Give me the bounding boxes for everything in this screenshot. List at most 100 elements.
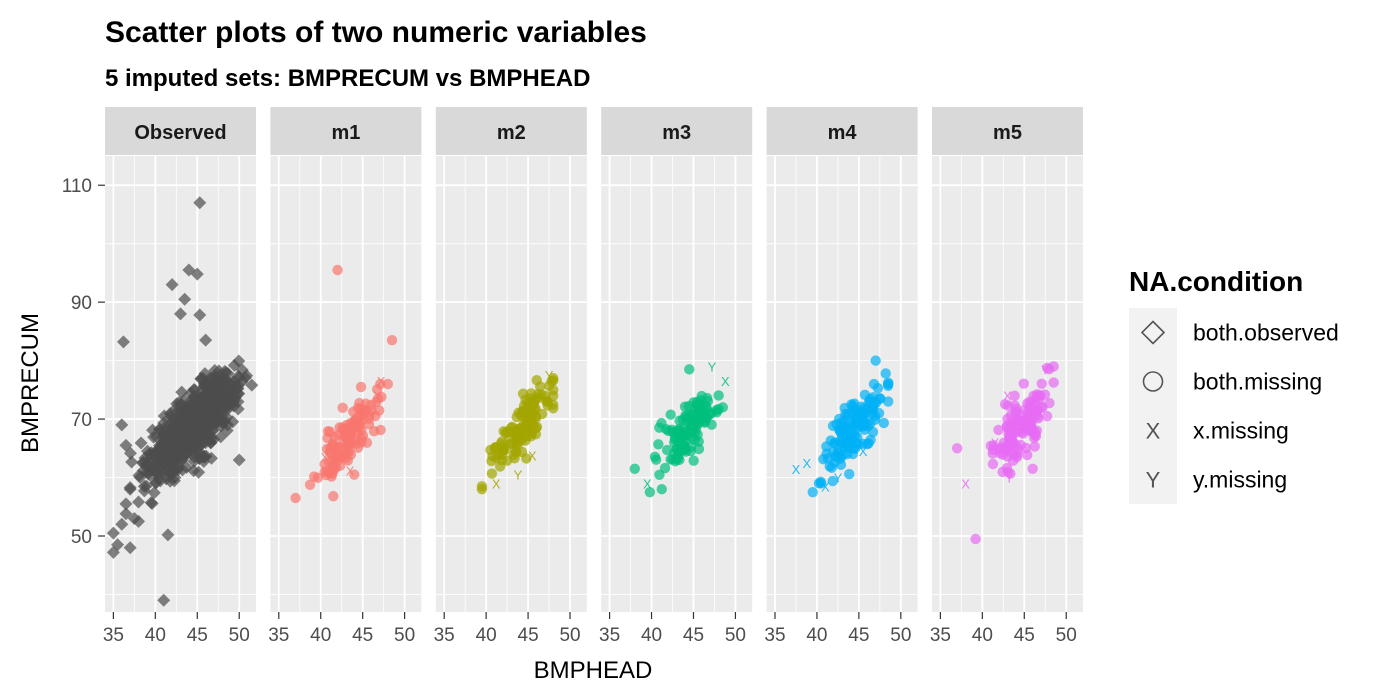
data-point xyxy=(290,492,301,504)
data-point xyxy=(321,443,333,455)
data-point xyxy=(149,476,163,490)
data-point xyxy=(654,469,665,480)
x-tick-label: 40 xyxy=(476,625,497,646)
x-tick-label: 40 xyxy=(972,625,993,646)
data-point xyxy=(337,402,348,414)
data-point xyxy=(829,437,841,448)
x-missing-point: X xyxy=(685,433,694,448)
data-point xyxy=(132,468,146,482)
data-point xyxy=(164,407,178,421)
data-point xyxy=(951,443,963,454)
data-point xyxy=(119,507,133,521)
y-missing-point: Y xyxy=(834,471,843,486)
data-point xyxy=(653,439,664,450)
x-tick-label: 50 xyxy=(394,625,415,646)
data-point xyxy=(693,443,705,455)
data-point xyxy=(178,292,192,306)
data-point xyxy=(370,410,381,422)
data-point xyxy=(650,454,662,465)
data-point xyxy=(684,364,695,375)
data-point xyxy=(476,481,488,492)
y-missing-point: Y xyxy=(514,468,523,483)
data-point xyxy=(115,517,129,531)
x-missing-point: X xyxy=(803,456,812,471)
x-missing-point: X xyxy=(1003,389,1012,404)
data-point xyxy=(382,378,394,390)
data-point xyxy=(867,392,879,403)
y-missing-point: Y xyxy=(1005,471,1014,486)
data-point xyxy=(1018,378,1029,389)
data-point xyxy=(667,454,678,465)
data-point xyxy=(516,432,527,444)
data-point xyxy=(199,421,213,435)
data-point xyxy=(158,450,172,464)
data-point xyxy=(192,451,206,465)
circle-icon xyxy=(1142,371,1164,392)
data-point xyxy=(354,397,365,409)
x-tick-label: 50 xyxy=(559,625,580,646)
data-point xyxy=(368,426,380,437)
data-point xyxy=(328,491,339,502)
y-tick-label: 50 xyxy=(71,527,92,548)
data-point xyxy=(332,448,343,460)
data-point xyxy=(1030,410,1041,421)
data-point xyxy=(509,445,521,456)
panel-background xyxy=(766,156,918,612)
data-point xyxy=(676,444,688,455)
facet-panel-m5: m5 35 40 45 50 X X Y Y X xyxy=(930,107,1083,646)
facet-strip xyxy=(932,107,1083,155)
data-point xyxy=(106,526,120,540)
data-point xyxy=(997,466,1008,478)
x-tick-label: 50 xyxy=(890,625,911,646)
y-tick-label: 90 xyxy=(71,293,92,314)
data-point xyxy=(358,409,369,420)
facet-strip-label: m4 xyxy=(828,122,858,144)
data-point xyxy=(1029,441,1040,452)
data-point xyxy=(312,472,324,483)
data-point xyxy=(180,460,194,474)
data-point xyxy=(827,475,838,487)
data-point xyxy=(868,378,880,390)
data-point xyxy=(1020,442,1032,454)
facet-strip xyxy=(105,107,256,155)
data-point xyxy=(1027,463,1038,474)
x-tick-label: 50 xyxy=(1056,625,1077,646)
facet-strip xyxy=(766,107,918,155)
data-point xyxy=(1036,378,1047,389)
x-symbol-icon: X xyxy=(1146,419,1161,444)
data-point xyxy=(192,465,206,479)
data-point xyxy=(345,438,356,450)
data-point xyxy=(870,355,881,366)
data-point xyxy=(842,410,853,421)
x-tick-label: 35 xyxy=(434,625,455,646)
data-point xyxy=(844,468,855,480)
data-point xyxy=(134,436,148,450)
x-missing-point: X xyxy=(352,421,361,436)
data-point xyxy=(199,333,213,347)
data-point xyxy=(688,455,699,466)
data-point xyxy=(327,459,339,470)
x-tick-label: 45 xyxy=(848,625,869,646)
data-point xyxy=(199,436,213,450)
data-point xyxy=(839,422,850,433)
data-point xyxy=(200,389,214,403)
data-point xyxy=(170,461,184,475)
y-missing-point: Y xyxy=(1041,362,1050,377)
y-axis-title: BMPRECUM xyxy=(17,313,44,453)
data-point xyxy=(349,469,360,480)
data-point xyxy=(629,463,640,474)
data-point xyxy=(686,424,697,436)
data-point xyxy=(815,478,827,489)
data-point xyxy=(375,378,386,390)
data-point xyxy=(518,400,530,412)
data-point xyxy=(1011,403,1022,415)
facet-panel-Observed: Observed 35 40 45 50 xyxy=(103,107,259,646)
x-tick-label: 40 xyxy=(641,625,662,646)
data-point xyxy=(119,497,133,511)
